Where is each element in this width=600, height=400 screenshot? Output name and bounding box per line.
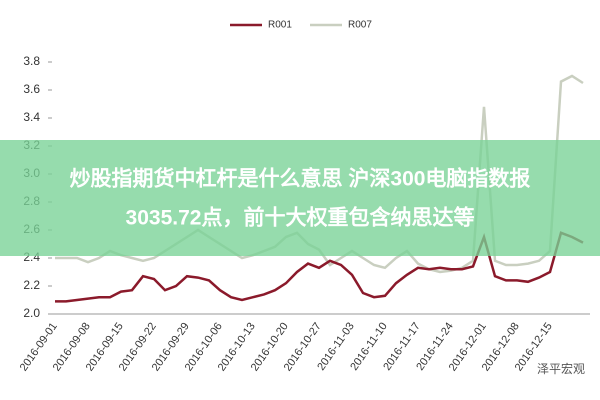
overlay-text: 3035.72点，前十大权重包含纳思达等 xyxy=(126,206,475,230)
series-line xyxy=(55,231,584,303)
y-tick-label: 2.0 xyxy=(23,306,40,320)
y-tick-label: 3.6 xyxy=(23,82,40,96)
y-tick-label: 3.4 xyxy=(23,110,40,124)
overlay-banner xyxy=(0,140,600,256)
overlay-text: 炒股指期货中杠杆是什么意思 沪深300电脑指数报 xyxy=(70,167,531,191)
legend-label: R007 xyxy=(348,20,372,31)
y-tick-label: 2.2 xyxy=(23,278,40,292)
y-tick-label: 3.8 xyxy=(23,54,40,68)
watermark: 泽平宏观 xyxy=(537,361,585,376)
legend-label: R001 xyxy=(268,20,292,31)
